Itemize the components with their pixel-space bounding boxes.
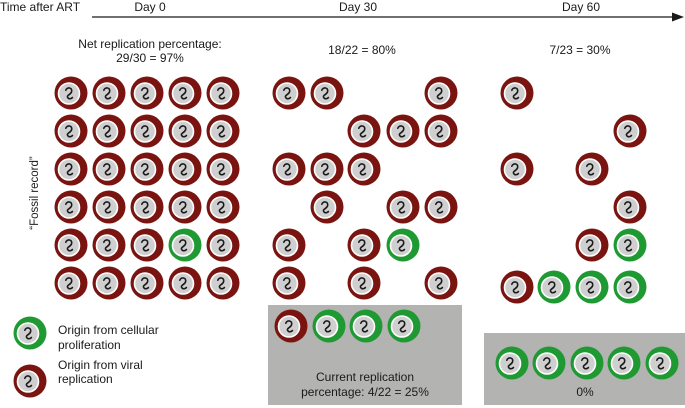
cell-cellular-proliferation bbox=[570, 346, 604, 380]
legend-green-line2: proliferation bbox=[58, 338, 121, 352]
cell-viral-replication bbox=[347, 228, 381, 262]
cell-viral-replication bbox=[206, 266, 240, 300]
cell-viral-replication bbox=[92, 76, 126, 110]
cell-viral-replication bbox=[168, 152, 202, 186]
cell-viral-replication bbox=[424, 266, 458, 300]
cell-cellular-proliferation bbox=[495, 346, 529, 380]
cell-viral-replication bbox=[310, 76, 344, 110]
cell-viral-replication bbox=[168, 190, 202, 224]
cell-viral-replication bbox=[130, 152, 164, 186]
cell-viral-replication bbox=[272, 228, 306, 262]
cell-cellular-proliferation bbox=[613, 228, 647, 262]
cell-viral-replication bbox=[575, 228, 609, 262]
day-30-current-line1: Current replication bbox=[315, 370, 415, 384]
day-60-current-label: 0% bbox=[576, 385, 594, 399]
cell-viral-replication bbox=[54, 76, 88, 110]
cell-cellular-proliferation bbox=[387, 309, 421, 343]
cell-viral-replication bbox=[500, 270, 534, 304]
cell-viral-replication bbox=[274, 309, 308, 343]
cell-viral-replication bbox=[168, 76, 202, 110]
cell-cellular-proliferation bbox=[168, 228, 202, 262]
cell-cellular-proliferation bbox=[532, 346, 566, 380]
cell-viral-replication bbox=[92, 266, 126, 300]
cell-viral-replication bbox=[54, 266, 88, 300]
cell-viral-replication bbox=[206, 190, 240, 224]
day-30-header: 18/22 = 80% bbox=[328, 43, 396, 57]
legend-red-line1: Origin from viral bbox=[58, 358, 143, 372]
cell-viral-replication bbox=[424, 114, 458, 148]
day-0-header-line2: 29/30 = 97% bbox=[116, 51, 184, 65]
cell-viral-replication bbox=[92, 190, 126, 224]
cell-viral-replication bbox=[206, 114, 240, 148]
cell-viral-replication bbox=[92, 228, 126, 262]
cell-viral-replication bbox=[168, 114, 202, 148]
cell-cellular-proliferation bbox=[645, 346, 679, 380]
day-60-label: Day 60 bbox=[561, 0, 601, 14]
cell-cellular-proliferation bbox=[575, 270, 609, 304]
cell-viral-replication bbox=[272, 152, 306, 186]
cell-cellular-proliferation bbox=[607, 346, 641, 380]
cell-cellular-proliferation bbox=[613, 270, 647, 304]
cell-viral-replication bbox=[54, 190, 88, 224]
cell-viral-replication bbox=[500, 152, 534, 186]
cell-viral-replication bbox=[130, 114, 164, 148]
cell-cellular-proliferation bbox=[386, 228, 420, 262]
cell-viral-replication bbox=[92, 152, 126, 186]
day-0-header-line1: Net replication percentage: bbox=[78, 37, 222, 51]
day-30-current-line2: percentage: 4/22 = 25% bbox=[301, 385, 429, 399]
day-0-label: Day 0 bbox=[134, 0, 166, 14]
cell-viral-replication bbox=[92, 114, 126, 148]
cell-viral-replication bbox=[206, 228, 240, 262]
cell-viral-replication bbox=[272, 266, 306, 300]
cell-viral-replication bbox=[206, 76, 240, 110]
fossil-record-label: “Fossil record” bbox=[29, 156, 41, 230]
legend-red-cell bbox=[13, 364, 47, 398]
cell-viral-replication bbox=[613, 114, 647, 148]
legend-green-line1: Origin from cellular bbox=[58, 323, 159, 337]
legend-green-cell bbox=[13, 316, 47, 350]
cell-viral-replication bbox=[386, 190, 420, 224]
day-30-label: Day 30 bbox=[338, 0, 378, 14]
cell-viral-replication bbox=[130, 76, 164, 110]
time-axis-label: Time after ART bbox=[0, 0, 81, 14]
cell-viral-replication bbox=[206, 152, 240, 186]
time-arrow bbox=[92, 12, 684, 22]
cell-viral-replication bbox=[310, 190, 344, 224]
cell-cellular-proliferation bbox=[312, 309, 346, 343]
cell-cellular-proliferation bbox=[349, 309, 383, 343]
cell-viral-replication bbox=[613, 190, 647, 224]
cell-viral-replication bbox=[130, 266, 164, 300]
cell-viral-replication bbox=[130, 190, 164, 224]
cell-viral-replication bbox=[347, 266, 381, 300]
cell-viral-replication bbox=[54, 152, 88, 186]
cell-viral-replication bbox=[272, 76, 306, 110]
cell-viral-replication bbox=[310, 152, 344, 186]
cell-viral-replication bbox=[500, 76, 534, 110]
cell-viral-replication bbox=[347, 114, 381, 148]
cell-viral-replication bbox=[424, 190, 458, 224]
day-60-header: 7/23 = 30% bbox=[549, 43, 611, 57]
cell-viral-replication bbox=[54, 228, 88, 262]
cell-cellular-proliferation bbox=[537, 270, 571, 304]
legend-red-line2: replication bbox=[58, 372, 113, 386]
cell-viral-replication bbox=[424, 76, 458, 110]
cell-viral-replication bbox=[347, 152, 381, 186]
cell-viral-replication bbox=[130, 228, 164, 262]
cell-viral-replication bbox=[575, 152, 609, 186]
cell-viral-replication bbox=[386, 114, 420, 148]
cell-viral-replication bbox=[54, 114, 88, 148]
cell-viral-replication bbox=[168, 266, 202, 300]
